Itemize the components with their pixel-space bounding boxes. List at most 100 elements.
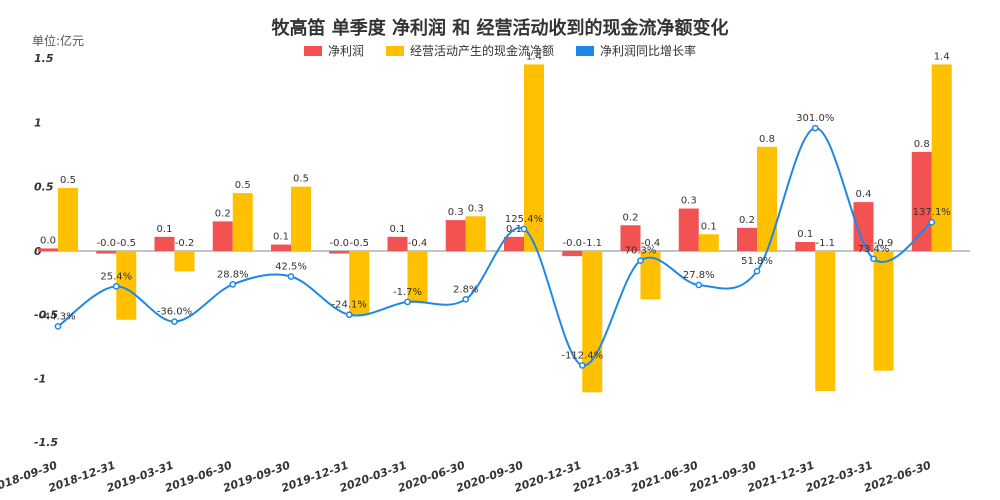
net-profit-bar[interactable]: [96, 251, 117, 254]
growth-rate-point[interactable]: [870, 255, 877, 263]
cash-flow-label: -0.5: [349, 238, 369, 249]
growth-rate-label: 25.4%: [100, 271, 132, 282]
legend-swatch-cash-flow: [385, 45, 404, 56]
chart-title: 牧高笛 单季度 净利润 和 经营活动收到的现金流净额变化: [271, 18, 729, 39]
legend-item-cash-flow[interactable]: 经营活动产生的现金流净额: [385, 42, 554, 59]
y-tick-label: -1: [34, 372, 46, 385]
net-profit-bar[interactable]: [271, 244, 291, 251]
growth-rate-point[interactable]: [229, 281, 237, 288]
cash-flow-label: -0.4: [641, 238, 661, 249]
y-tick-label: -0.5: [34, 309, 58, 322]
cash-flow-label: -0.2: [175, 238, 195, 249]
net-profit-label: 0.2: [623, 212, 639, 223]
growth-rate-label: -24.1%: [332, 300, 367, 311]
growth-rate-label: 125.4%: [505, 214, 543, 225]
growth-rate-point[interactable]: [753, 267, 761, 275]
legend-item-net-profit[interactable]: 净利润: [303, 42, 364, 59]
growth-rate-point[interactable]: [112, 282, 120, 290]
cash-flow-bar[interactable]: [640, 251, 661, 300]
x-tick-label: 2022-06-30: [862, 458, 933, 494]
net-profit-bar[interactable]: [795, 241, 816, 251]
cash-flow-label: 0.5: [235, 180, 251, 191]
net-profit-bar[interactable]: [737, 227, 757, 251]
growth-rate-label: 28.8%: [217, 269, 249, 280]
legend-swatch-net-profit: [303, 45, 322, 56]
growth-rate-point[interactable]: [462, 295, 470, 303]
cash-flow-bar[interactable]: [174, 251, 195, 272]
growth-rate-point[interactable]: [345, 311, 353, 319]
net-profit-label: 0.2: [739, 215, 755, 226]
net-profit-bar[interactable]: [911, 151, 932, 251]
net-profit-bar[interactable]: [678, 208, 699, 251]
y-tick-label: 1.5: [34, 52, 54, 65]
growth-rate-label: 2.8%: [453, 284, 478, 295]
net-profit-label: -0.0: [562, 238, 582, 249]
legend-label-cash-flow: 经营活动产生的现金流净额: [409, 44, 554, 58]
growth-rate-label: -44.3%: [40, 311, 75, 322]
growth-rate-point[interactable]: [578, 362, 586, 369]
y-tick-label: 0.5: [34, 181, 54, 194]
net-profit-bar[interactable]: [853, 202, 874, 251]
growth-rate-label: 70.3%: [625, 246, 657, 257]
cash-flow-bar[interactable]: [582, 251, 603, 393]
cash-flow-bar[interactable]: [116, 251, 137, 320]
cash-flow-bar[interactable]: [757, 146, 777, 251]
net-profit-bar[interactable]: [38, 248, 58, 251]
cash-flow-label: -1.1: [582, 238, 602, 249]
net-profit-bar[interactable]: [329, 251, 350, 254]
net-profit-label: 0.1: [273, 232, 289, 243]
cash-flow-bar[interactable]: [815, 251, 836, 392]
growth-rate-label: 73.4%: [858, 244, 890, 255]
growth-rate-point[interactable]: [171, 318, 178, 325]
cash-flow-label: -0.5: [116, 238, 136, 249]
unit-label: 单位:亿元: [32, 34, 85, 48]
growth-rate-label: -112.4%: [561, 350, 603, 361]
net-profit-bar[interactable]: [212, 221, 233, 251]
y-tick-label: 1: [34, 116, 42, 129]
growth-rate-point[interactable]: [928, 218, 936, 226]
cash-flow-bar[interactable]: [524, 64, 544, 251]
cash-flow-bar[interactable]: [58, 187, 78, 251]
legend-label-net-profit: 净利润: [327, 44, 364, 58]
growth-rate-point[interactable]: [637, 257, 644, 264]
growth-rate-point[interactable]: [54, 322, 62, 330]
cash-flow-bar[interactable]: [349, 251, 370, 315]
cash-flow-bar[interactable]: [407, 251, 428, 304]
net-profit-label: 0.1: [390, 224, 406, 235]
net-profit-label: 0.3: [448, 207, 464, 218]
net-profit-label: 0.4: [856, 189, 872, 200]
net-profit-bar[interactable]: [504, 236, 524, 251]
cash-flow-bar[interactable]: [465, 216, 486, 251]
cash-flow-bar[interactable]: [232, 193, 253, 251]
growth-rate-label: 42.5%: [275, 262, 307, 273]
cash-flow-bar[interactable]: [931, 64, 952, 251]
net-profit-bar[interactable]: [154, 236, 175, 251]
growth-rate-label: -36.0%: [157, 307, 192, 318]
net-profit-bar[interactable]: [562, 251, 583, 257]
cash-flow-bar[interactable]: [698, 234, 719, 251]
y-tick-label: -1.5: [34, 436, 58, 449]
growth-rate-point[interactable]: [811, 124, 819, 132]
net-profit-label: 0.0: [40, 235, 56, 246]
cash-flow-label: -0.4: [408, 238, 428, 249]
net-profit-label: -0.0: [329, 238, 349, 249]
growth-rate-point[interactable]: [695, 281, 703, 289]
cash-flow-label: -1.1: [815, 238, 835, 249]
net-profit-bar[interactable]: [445, 220, 466, 251]
growth-rate-label: 137.1%: [913, 207, 951, 218]
cash-flow-label: -0.9: [874, 238, 894, 249]
growth-rate-point[interactable]: [520, 225, 528, 233]
growth-rate-label: 51.8%: [741, 256, 773, 267]
net-profit-label: 0.8: [914, 139, 930, 150]
cash-flow-bar[interactable]: [873, 251, 894, 371]
cash-flow-label: 0.5: [60, 175, 76, 186]
net-profit-bar[interactable]: [620, 225, 641, 251]
net-profit-bar[interactable]: [387, 236, 408, 251]
legend-item-growth[interactable]: 净利润同比增长率: [576, 42, 696, 59]
cash-flow-bar[interactable]: [291, 186, 311, 251]
growth-rate-point[interactable]: [404, 298, 411, 306]
growth-rate-point[interactable]: [287, 273, 295, 280]
cash-flow-label: 1.4: [934, 51, 950, 62]
cash-flow-label: 1.4: [526, 51, 542, 62]
cash-flow-label: 0.3: [468, 203, 484, 214]
